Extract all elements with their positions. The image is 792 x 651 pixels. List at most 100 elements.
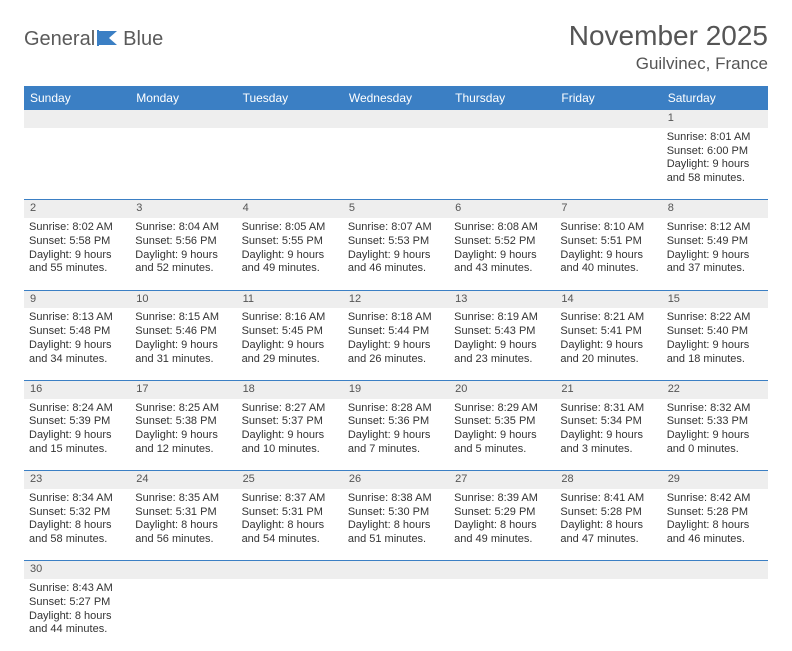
sunset-text: Sunset: 5:34 PM <box>560 415 656 429</box>
day-number-row: 9101112131415 <box>24 290 768 308</box>
week-row: Sunrise: 8:43 AMSunset: 5:27 PMDaylight:… <box>24 579 768 651</box>
day2-text: and 5 minutes. <box>454 443 550 457</box>
sunset-text: Sunset: 5:37 PM <box>242 415 338 429</box>
empty-cell <box>237 128 343 200</box>
day2-text: and 12 minutes. <box>135 443 231 457</box>
day-cell: Sunrise: 8:31 AMSunset: 5:34 PMDaylight:… <box>555 399 661 471</box>
day-cell: Sunrise: 8:02 AMSunset: 5:58 PMDaylight:… <box>24 218 130 290</box>
empty-cell <box>237 579 343 651</box>
day-number <box>130 110 236 128</box>
day2-text: and 49 minutes. <box>454 533 550 547</box>
sunset-text: Sunset: 5:40 PM <box>667 325 763 339</box>
day1-text: Daylight: 9 hours <box>560 249 656 263</box>
sunset-text: Sunset: 5:29 PM <box>454 506 550 520</box>
day1-text: Daylight: 9 hours <box>560 339 656 353</box>
sunrise-text: Sunrise: 8:10 AM <box>560 221 656 235</box>
day-cell: Sunrise: 8:12 AMSunset: 5:49 PMDaylight:… <box>662 218 768 290</box>
day2-text: and 23 minutes. <box>454 353 550 367</box>
empty-cell <box>343 128 449 200</box>
day-cell: Sunrise: 8:01 AMSunset: 6:00 PMDaylight:… <box>662 128 768 200</box>
sunrise-text: Sunrise: 8:21 AM <box>560 311 656 325</box>
sunset-text: Sunset: 5:39 PM <box>29 415 125 429</box>
sunrise-text: Sunrise: 8:12 AM <box>667 221 763 235</box>
day-number: 13 <box>449 290 555 308</box>
month-title: November 2025 <box>569 20 768 52</box>
day-number <box>237 110 343 128</box>
day2-text: and 52 minutes. <box>135 262 231 276</box>
day-number <box>237 561 343 579</box>
brand-text-gray: General <box>24 28 95 51</box>
day2-text: and 47 minutes. <box>560 533 656 547</box>
sunset-text: Sunset: 5:49 PM <box>667 235 763 249</box>
day-header-row: SundayMondayTuesdayWednesdayThursdayFrid… <box>24 86 768 110</box>
day-cell: Sunrise: 8:27 AMSunset: 5:37 PMDaylight:… <box>237 399 343 471</box>
sunrise-text: Sunrise: 8:18 AM <box>348 311 444 325</box>
day-number: 16 <box>24 380 130 398</box>
day2-text: and 10 minutes. <box>242 443 338 457</box>
empty-cell <box>130 128 236 200</box>
day1-text: Daylight: 9 hours <box>560 429 656 443</box>
week-row: Sunrise: 8:34 AMSunset: 5:32 PMDaylight:… <box>24 489 768 561</box>
sunrise-text: Sunrise: 8:35 AM <box>135 492 231 506</box>
day-cell: Sunrise: 8:34 AMSunset: 5:32 PMDaylight:… <box>24 489 130 561</box>
week-row: Sunrise: 8:01 AMSunset: 6:00 PMDaylight:… <box>24 128 768 200</box>
sunset-text: Sunset: 5:38 PM <box>135 415 231 429</box>
empty-cell <box>555 579 661 651</box>
day2-text: and 56 minutes. <box>135 533 231 547</box>
day-number: 3 <box>130 200 236 218</box>
empty-cell <box>130 579 236 651</box>
day-number: 28 <box>555 471 661 489</box>
day2-text: and 18 minutes. <box>667 353 763 367</box>
sunset-text: Sunset: 5:52 PM <box>454 235 550 249</box>
sunset-text: Sunset: 5:27 PM <box>29 596 125 610</box>
day-cell: Sunrise: 8:18 AMSunset: 5:44 PMDaylight:… <box>343 308 449 380</box>
day1-text: Daylight: 9 hours <box>135 339 231 353</box>
day-number-row: 23242526272829 <box>24 471 768 489</box>
day-header: Wednesday <box>343 86 449 110</box>
day-number <box>449 561 555 579</box>
title-block: November 2025 Guilvinec, France <box>569 20 768 74</box>
day2-text: and 44 minutes. <box>29 623 125 637</box>
day-number: 30 <box>24 561 130 579</box>
day1-text: Daylight: 9 hours <box>29 429 125 443</box>
brand-text-blue: Blue <box>123 28 163 51</box>
day-number: 6 <box>449 200 555 218</box>
day-header: Saturday <box>662 86 768 110</box>
day2-text: and 15 minutes. <box>29 443 125 457</box>
sunrise-text: Sunrise: 8:41 AM <box>560 492 656 506</box>
day-cell: Sunrise: 8:29 AMSunset: 5:35 PMDaylight:… <box>449 399 555 471</box>
day-cell: Sunrise: 8:15 AMSunset: 5:46 PMDaylight:… <box>130 308 236 380</box>
day-cell: Sunrise: 8:35 AMSunset: 5:31 PMDaylight:… <box>130 489 236 561</box>
sunset-text: Sunset: 5:43 PM <box>454 325 550 339</box>
day2-text: and 20 minutes. <box>560 353 656 367</box>
sunrise-text: Sunrise: 8:16 AM <box>242 311 338 325</box>
day-header: Thursday <box>449 86 555 110</box>
sunrise-text: Sunrise: 8:28 AM <box>348 402 444 416</box>
day1-text: Daylight: 9 hours <box>242 429 338 443</box>
day2-text: and 37 minutes. <box>667 262 763 276</box>
day-header: Tuesday <box>237 86 343 110</box>
day1-text: Daylight: 9 hours <box>348 249 444 263</box>
empty-cell <box>343 579 449 651</box>
day-number: 17 <box>130 380 236 398</box>
day1-text: Daylight: 8 hours <box>454 519 550 533</box>
day-number: 11 <box>237 290 343 308</box>
sunset-text: Sunset: 5:46 PM <box>135 325 231 339</box>
day2-text: and 26 minutes. <box>348 353 444 367</box>
sunrise-text: Sunrise: 8:01 AM <box>667 131 763 145</box>
sunrise-text: Sunrise: 8:19 AM <box>454 311 550 325</box>
sunset-text: Sunset: 5:55 PM <box>242 235 338 249</box>
day-number: 29 <box>662 471 768 489</box>
day-number <box>343 110 449 128</box>
day-cell: Sunrise: 8:32 AMSunset: 5:33 PMDaylight:… <box>662 399 768 471</box>
sunrise-text: Sunrise: 8:02 AM <box>29 221 125 235</box>
day-cell: Sunrise: 8:24 AMSunset: 5:39 PMDaylight:… <box>24 399 130 471</box>
sunset-text: Sunset: 5:53 PM <box>348 235 444 249</box>
day-number <box>555 110 661 128</box>
day1-text: Daylight: 9 hours <box>667 249 763 263</box>
day-cell: Sunrise: 8:05 AMSunset: 5:55 PMDaylight:… <box>237 218 343 290</box>
sunset-text: Sunset: 5:28 PM <box>560 506 656 520</box>
day1-text: Daylight: 9 hours <box>242 249 338 263</box>
day2-text: and 46 minutes. <box>348 262 444 276</box>
sunrise-text: Sunrise: 8:34 AM <box>29 492 125 506</box>
